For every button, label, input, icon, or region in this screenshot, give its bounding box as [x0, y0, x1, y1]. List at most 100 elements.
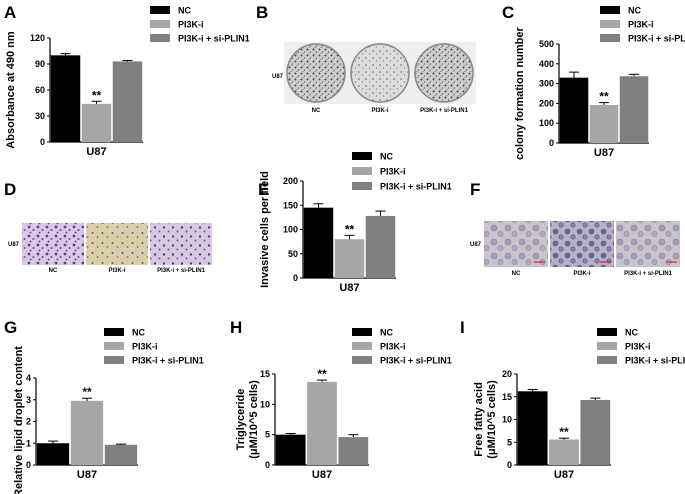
- y-title-a: Absorbance at 490 nm: [5, 31, 17, 149]
- bar-h-pi3k-i: [307, 381, 337, 465]
- y-tick-label-g-3: 3: [26, 395, 31, 405]
- y-tick-label-h-3: 15: [260, 369, 270, 379]
- panel-label-h: H: [230, 318, 242, 337]
- legend-swatch-i-pi3k-i: [597, 342, 617, 350]
- legend-label-a-nc: NC: [178, 6, 191, 16]
- chart-panel-c: 0 100 200 300 400 500 ** U87 colony formation nu…: [514, 26, 649, 160]
- legend-swatch-g-pi3k-i-si-plin1: [104, 356, 124, 364]
- legend-label-c-nc: NC: [628, 6, 641, 16]
- significance-c: **: [599, 90, 609, 104]
- caption-d-pi3k-siplin1: PI3K-i + si-PLIN1: [157, 268, 206, 274]
- oil-image-pi3k: [550, 221, 614, 267]
- panel-label-a: A: [4, 3, 16, 22]
- y-tick-label-g-4: 4: [26, 373, 31, 383]
- y-tick-label-c-3: 300: [539, 79, 554, 89]
- legend-swatch-a-nc: [150, 6, 170, 14]
- y-tick-label-a-4: 120: [30, 33, 45, 43]
- bar-c-pi3k-i: [589, 104, 619, 143]
- panel-label-c: C: [502, 3, 514, 22]
- legend-panel-a: NC PI3K-i PI3K-i + si-PLIN1: [150, 6, 250, 44]
- legend-label-c-pi3k-i-si-plin1: PI3K-i + si-PLIN1: [628, 34, 685, 44]
- panel-d-images: U87 NC PI3K-i PI3K-i + si-PLIN1: [8, 223, 212, 274]
- invasion-image-pi3k: [86, 223, 148, 265]
- y-title-line-i-1: (μM/10^5 cells): [486, 380, 498, 459]
- y-tick-label-g-2: 2: [26, 417, 31, 427]
- chart-panel-a: 0 30 60 90 120 ** U87 Absorbance at 490 nm: [5, 31, 143, 158]
- x-label-g: U87: [77, 469, 97, 481]
- panel-d-side-label: U87: [8, 242, 20, 248]
- chart-panel-h: 0 5 10 15 ** U87 Triglyceride(μM/10^5 cells): [235, 367, 369, 481]
- y-tick-label-e-3: 150: [283, 200, 298, 210]
- significance-g: **: [82, 385, 92, 399]
- legend-label-i-pi3k-i: PI3K-i: [625, 342, 651, 352]
- legend-label-c-pi3k-i: PI3K-i: [628, 20, 654, 30]
- y-title-i: Free fatty acid(μM/10^5 cells): [473, 380, 498, 459]
- legend-swatch-h-pi3k-i: [352, 342, 372, 350]
- legend-label-h-nc: NC: [380, 328, 393, 338]
- invasion-image-nc: [22, 223, 84, 265]
- y-tick-label-a-0: 0: [40, 137, 45, 147]
- panel-label-g: G: [4, 318, 17, 337]
- panel-label-b: B: [256, 3, 268, 22]
- oil-image-pi3k-siplin1: [616, 221, 680, 267]
- x-label-c: U87: [594, 147, 614, 159]
- legend-swatch-i-nc: [597, 328, 617, 336]
- y-tick-label-h-1: 5: [265, 430, 270, 440]
- bar-g-nc: [36, 443, 70, 465]
- y-tick-label-h-2: 10: [260, 399, 270, 409]
- chart-panel-e: 0 50 100 150 200 ** U87 Invasive cells per fiel…: [259, 171, 396, 294]
- bar-e-pi3k-i: [334, 239, 365, 278]
- legend-label-g-nc: NC: [132, 328, 145, 338]
- bar-i-pi3k-i-si-plin1: [580, 399, 611, 465]
- bar-a-pi3k-i-si-plin1: [112, 61, 143, 142]
- caption-f-nc: NC: [512, 271, 521, 277]
- bar-e-pi3k-i-si-plin1: [365, 215, 396, 278]
- y-title-c: colony formation number: [514, 26, 526, 159]
- y-tick-label-i-0: 0: [507, 460, 512, 470]
- y-tick-label-a-3: 90: [35, 59, 45, 69]
- bar-i-pi3k-i: [549, 439, 579, 465]
- panel-b-images: U87 NC PI3K-i PI3K-i + si-PLIN1: [272, 42, 476, 114]
- y-tick-label-c-1: 100: [539, 118, 554, 128]
- bar-h-pi3k-i-si-plin1: [338, 437, 369, 465]
- y-tick-label-i-2: 10: [502, 415, 512, 425]
- legend-label-e-pi3k-i: PI3K-i: [380, 167, 406, 177]
- x-label-a: U87: [86, 146, 106, 158]
- y-tick-label-i-4: 20: [502, 369, 512, 379]
- legend-label-i-pi3k-i-si-plin1: PI3K-i + si-PLIN1: [625, 356, 685, 366]
- legend-swatch-a-pi3k-i: [150, 20, 170, 28]
- caption-d-nc: NC: [49, 268, 58, 274]
- legend-label-e-nc: NC: [380, 152, 393, 162]
- y-title-line-g-0: Relative lipid droplet content: [13, 346, 25, 494]
- caption-b-nc: NC: [312, 108, 321, 114]
- bar-c-pi3k-i-si-plin1: [619, 76, 649, 143]
- legend-label-a-pi3k-i-si-plin1: PI3K-i + si-PLIN1: [178, 34, 250, 44]
- y-title-line-h-0: Triglyceride: [235, 389, 247, 451]
- x-label-h: U87: [312, 469, 332, 481]
- invasion-image-pi3k-siplin1: [150, 223, 212, 265]
- y-tick-label-c-4: 400: [539, 59, 554, 69]
- colony-plate-pi3k: [350, 43, 410, 103]
- y-tick-label-e-4: 200: [283, 176, 298, 186]
- y-tick-label-c-5: 500: [539, 39, 554, 49]
- legend-swatch-c-pi3k-i: [600, 20, 620, 28]
- y-title-line-a-0: Absorbance at 490 nm: [5, 31, 17, 149]
- y-tick-label-a-2: 60: [35, 85, 45, 95]
- chart-panel-g: 0 1 2 3 4 ** U87 Relative lipid droplet content: [13, 346, 138, 494]
- legend-swatch-e-pi3k-i-si-plin1: [352, 182, 372, 190]
- legend-panel-c: NC PI3K-i PI3K-i + si-PLIN1: [600, 6, 685, 44]
- significance-h: **: [317, 367, 327, 381]
- legend-label-i-nc: NC: [625, 328, 638, 338]
- caption-b-pi3k-siplin1: PI3K-i + si-PLIN1: [420, 108, 469, 114]
- legend-label-g-pi3k-i: PI3K-i: [132, 342, 158, 352]
- legend-swatch-g-nc: [104, 328, 124, 336]
- legend-label-g-pi3k-i-si-plin1: PI3K-i + si-PLIN1: [132, 356, 204, 366]
- bar-g-pi3k-i-si-plin1: [104, 444, 138, 465]
- y-tick-label-g-1: 1: [26, 438, 31, 448]
- y-tick-label-i-3: 15: [502, 392, 512, 402]
- y-title-line-h-1: (μM/10^5 cells): [248, 380, 260, 459]
- panel-label-e: E: [258, 180, 269, 199]
- legend-panel-e: NC PI3K-i PI3K-i + si-PLIN1: [352, 152, 452, 192]
- y-tick-label-e-2: 100: [283, 225, 298, 235]
